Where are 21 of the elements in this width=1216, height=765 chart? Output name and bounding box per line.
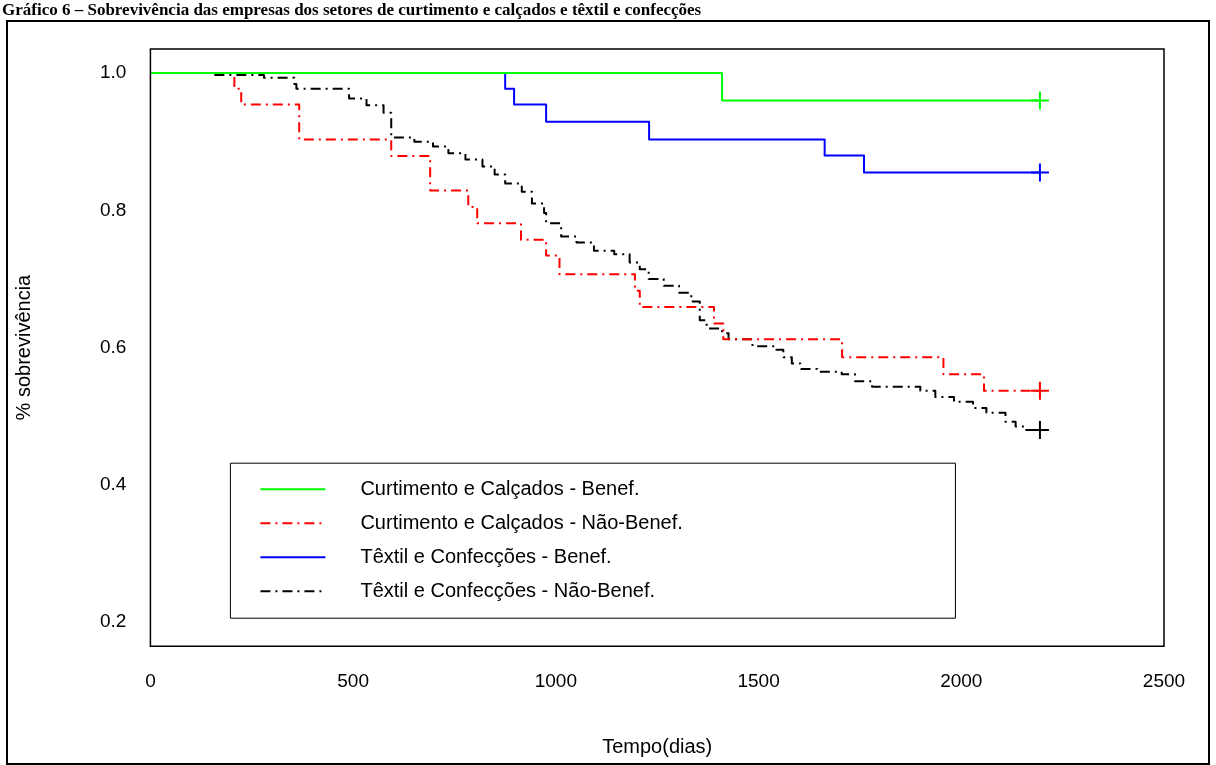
x-tick-label: 1000 [534, 669, 577, 691]
y-tick-label: 0.4 [99, 473, 127, 495]
x-tick-label: 500 [337, 669, 369, 691]
legend-label: Têxtil e Confecções - Benef. [360, 544, 612, 567]
chart-title: Gráfico 6 – Sobrevivência das empresas dos setores de curtimento e calçados e têxtil e confecções [1, 0, 703, 20]
point [1029, 162, 1050, 183]
y-tick-label: 0.6 [99, 335, 127, 357]
y-tick-label: 1.0 [99, 61, 127, 83]
legend-label: Têxtil e Confecções - Não-Benef. [360, 578, 656, 601]
point [1029, 380, 1050, 401]
y-tick-label: 0.8 [99, 198, 127, 220]
point [1029, 90, 1050, 111]
x-tick-label: 0 [145, 669, 156, 691]
x-tick-label: 2500 [1142, 669, 1186, 691]
x-axis-title: Tempo(dias) [602, 734, 713, 757]
legend-label: Curtimento e Calçados - Não-Benef. [360, 510, 683, 533]
x-tick-label: 2000 [940, 669, 983, 691]
legend-label: Curtimento e Calçados - Benef. [360, 476, 640, 499]
x-tick-label: 1500 [737, 669, 780, 691]
y-tick-label: 0.2 [99, 610, 127, 632]
y-axis-title: % sobrevivência [11, 273, 34, 421]
